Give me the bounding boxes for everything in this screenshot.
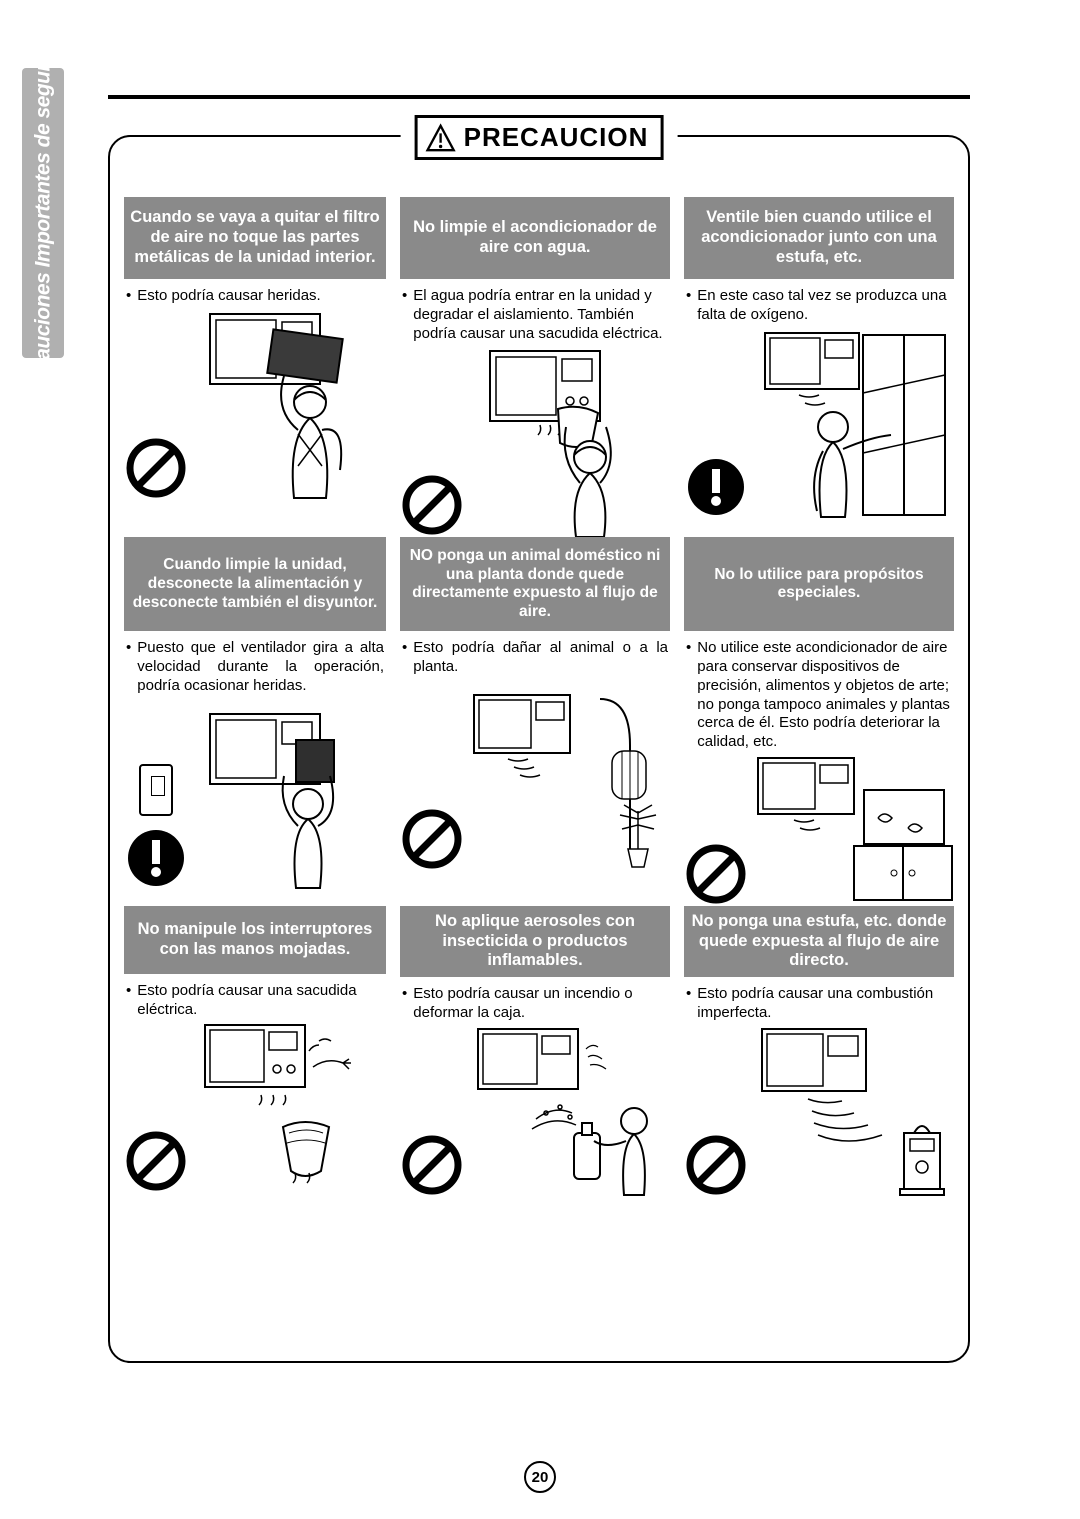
breaker-icon (139, 764, 173, 816)
cell-r2c2: NO ponga un animal doméstico ni una plan… (400, 537, 670, 906)
cell-r2c1: Cuando limpie la unidad, desconecte la a… (124, 537, 386, 906)
prohibit-icon (124, 1129, 188, 1193)
cell-title: No ponga una estufa, etc. donde quede ex… (684, 906, 954, 977)
cell-desc: Esto podría dañar al animal o a la plant… (400, 631, 670, 681)
side-tab-label: Precauciones Importantes de seguridad (31, 23, 55, 404)
prohibit-icon (684, 1133, 748, 1197)
person-open-window-ac (759, 329, 949, 519)
cell-title: NO ponga un animal doméstico ni una plan… (400, 537, 670, 631)
cell-illustration (684, 1027, 954, 1197)
ac-birdcage-plant (470, 691, 670, 871)
warning-grid: Cuando se vaya a quitar el filtro de air… (124, 197, 954, 1197)
ac-airflow-heater (754, 1027, 954, 1197)
cell-title: Ventile bien cuando utilice el acondicio… (684, 197, 954, 279)
caution-triangle-icon (426, 123, 456, 153)
cell-title: Cuando limpie la unidad, desconecte la a… (124, 537, 386, 631)
ac-spraycan-person (470, 1027, 670, 1197)
cell-illustration (684, 329, 954, 519)
cell-title: No lo utilice para propósitos especiales… (684, 537, 954, 631)
cell-desc: El agua podría entrar en la unidad y deg… (400, 279, 670, 347)
mandatory-icon (684, 455, 748, 519)
cell-desc: Puesto que el ventilador gira a alta vel… (124, 631, 386, 699)
cell-illustration (124, 700, 386, 890)
cell-desc: Esto podría causar una sacudida eléctric… (124, 974, 386, 1024)
caution-badge: PRECAUCION (415, 115, 664, 160)
cell-title: Cuando se vaya a quitar el filtro de air… (124, 197, 386, 279)
cell-illustration (400, 1027, 670, 1197)
side-tab: Precauciones Importantes de seguridad (22, 68, 64, 358)
cell-desc: Esto podría causar heridas. (124, 279, 386, 310)
badge-wrap: PRECAUCION (401, 115, 678, 160)
cell-title: No limpie el acondicionador de aire con … (400, 197, 670, 279)
cell-title: No manipule los interruptores con las ma… (124, 906, 386, 974)
page-number: 20 (524, 1461, 556, 1493)
cell-r3c3: No ponga una estufa, etc. donde quede ex… (684, 906, 954, 1197)
cell-r2c3: No lo utilice para propósitos especiales… (684, 537, 954, 906)
cell-illustration (684, 756, 954, 906)
prohibit-icon (684, 842, 748, 906)
badge-label: PRECAUCION (464, 122, 649, 153)
cell-illustration (400, 681, 670, 871)
cell-desc: Esto podría causar una combustión imperf… (684, 977, 954, 1027)
ac-fishtank-cabinet (754, 756, 954, 906)
cell-illustration (124, 1023, 386, 1193)
cell-desc: En este caso tal vez se produzca una fal… (684, 279, 954, 329)
mandatory-icon (124, 826, 188, 890)
person-reaching-ac-filter (200, 310, 380, 500)
prohibit-icon (124, 436, 188, 500)
ac-wet-hands (195, 1023, 385, 1193)
top-rule (108, 95, 970, 99)
cell-r1c1: Cuando se vaya a quitar el filtro de air… (124, 197, 386, 537)
prohibit-icon (400, 1133, 464, 1197)
cell-r1c2: No limpie el acondicionador de aire con … (400, 197, 670, 537)
cell-desc: Esto podría causar un incendio o deforma… (400, 977, 670, 1027)
person-clean-ac (200, 710, 380, 890)
prohibit-icon (400, 807, 464, 871)
cell-desc: No utilice este acondicionador de aire p… (684, 631, 954, 756)
cell-r1c3: Ventile bien cuando utilice el acondicio… (684, 197, 954, 537)
cell-title: No aplique aerosoles con insecticida o p… (400, 906, 670, 977)
cell-r3c2: No aplique aerosoles con insecticida o p… (400, 906, 670, 1197)
caution-panel: PRECAUCION Cuando se vaya a quitar el fi… (108, 135, 970, 1363)
cell-illustration (124, 310, 386, 500)
prohibit-icon (400, 473, 464, 537)
person-wiping-ac-water (480, 347, 660, 537)
cell-r3c1: No manipule los interruptores con las ma… (124, 906, 386, 1197)
cell-illustration (400, 347, 670, 537)
